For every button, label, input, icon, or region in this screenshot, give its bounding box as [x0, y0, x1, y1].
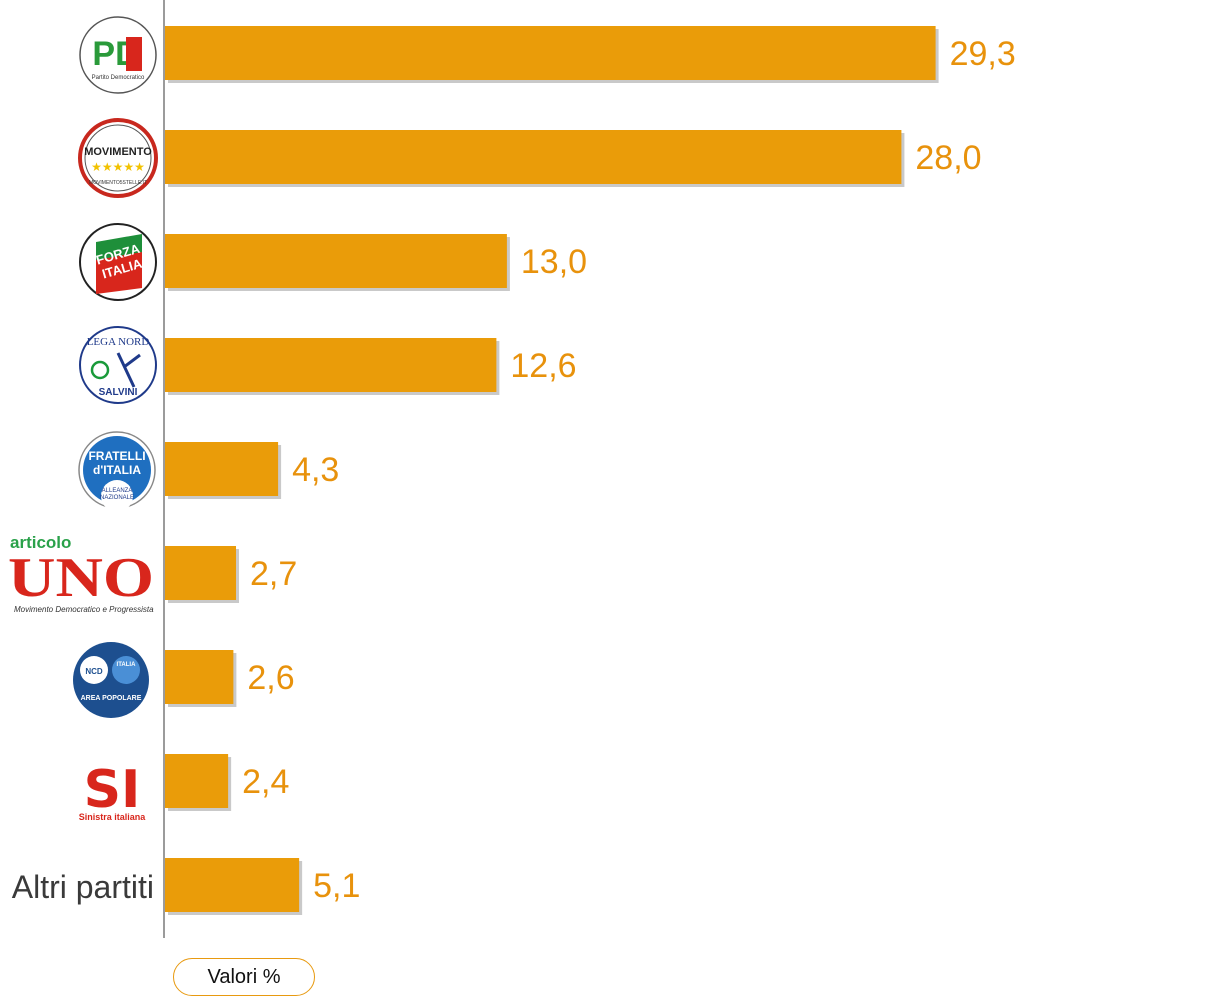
value-label-3: 12,6	[510, 347, 576, 385]
fdi-logo-text-2: d'ITALIA	[93, 463, 141, 477]
au-logo-text-2: UNO	[8, 547, 154, 609]
value-label-8: 5,1	[313, 867, 360, 905]
bar-7	[165, 754, 229, 808]
value-label-4: 4,3	[292, 451, 339, 489]
bar-4	[165, 442, 279, 496]
value-label-6: 2,6	[247, 659, 294, 697]
ap-logo-ncd: NCD	[85, 667, 103, 676]
value-label-7: 2,4	[242, 763, 289, 801]
legend-label: Valori %	[207, 965, 281, 988]
fdi-logo-text-1: FRATELLI	[88, 449, 145, 463]
bar-3	[165, 338, 497, 392]
area-popolare-logo: NCD ITALIA AREA POPOLARE	[73, 642, 149, 718]
value-label-1: 28,0	[915, 139, 981, 177]
fdi-logo-text-3: ALLEANZA	[102, 488, 133, 494]
pd-logo: PD Partito Democratico	[79, 16, 157, 94]
m5s-logo-stars: ★★★★★	[91, 160, 145, 174]
value-label-5: 2,7	[250, 555, 297, 593]
bar-0	[165, 26, 936, 80]
bar-2	[165, 234, 507, 288]
ap-logo-bottom: AREA POPOLARE	[81, 695, 142, 702]
fratelli-italia-logo: FRATELLI d'ITALIA ALLEANZA NAZIONALE	[78, 431, 156, 512]
fdi-logo-text-4: NAZIONALE	[100, 495, 134, 501]
au-logo-text-3: Movimento Democratico e Progressista	[14, 605, 154, 614]
ap-logo-italia: ITALIA	[117, 662, 137, 668]
value-label-2: 13,0	[521, 243, 587, 281]
lega-nord-logo: LEGA NORD SALVINI	[79, 326, 157, 404]
forza-italia-logo: FORZA ITALIA	[79, 223, 157, 301]
m5s-logo-subtext: MOVIMENTO5STELLE.IT	[89, 180, 147, 186]
bar-6	[165, 650, 234, 704]
si-logo-subtext: Sinistra italiana	[79, 812, 147, 822]
category-label-altri-partiti: Altri partiti	[12, 869, 154, 905]
lega-logo-top: LEGA NORD	[87, 336, 150, 348]
si-logo-mark: SI	[84, 760, 141, 820]
lega-logo-bottom: SALVINI	[99, 387, 138, 398]
bar-1	[165, 130, 902, 184]
sinistra-italiana-logo: SI Sinistra italiana	[79, 760, 147, 822]
legend-badge: Valori %	[173, 958, 315, 996]
movimento-5-stelle-logo: MOVIMENTO ★★★★★ MOVIMENTO5STELLE.IT	[78, 118, 158, 198]
pd-logo-subtext: Partito Democratico	[92, 75, 145, 81]
bars-group: 29,3 28,0 13,0 12,6 4,3 2,7 2,6 2,4 5,1	[165, 26, 1016, 915]
value-label-0: 29,3	[950, 35, 1016, 73]
articolo-uno-logo: articolo UNO Movimento Democratico e Pro…	[8, 533, 154, 614]
bar-8	[165, 858, 300, 912]
m5s-logo-text: MOVIMENTO	[84, 146, 152, 158]
au-logo-text-1: articolo	[10, 533, 71, 552]
bar-5	[165, 546, 237, 600]
